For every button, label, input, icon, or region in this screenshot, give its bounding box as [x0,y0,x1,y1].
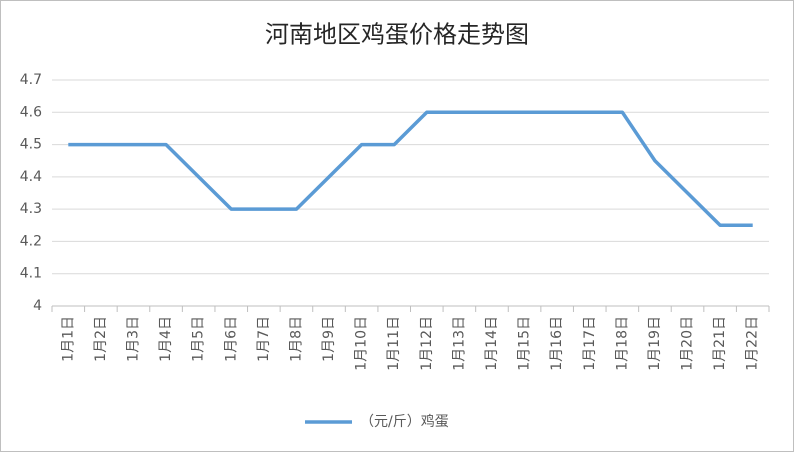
y-tick-label: 4 [33,298,42,314]
x-tick-label: 1月20日 [680,316,696,371]
x-tick-label: 1月18日 [614,316,630,371]
x-tick-label: 1月5日 [191,316,207,362]
x-tick-label: 1月17日 [582,316,598,371]
x-tick-label: 1月13日 [451,316,467,371]
y-tick-label: 4.6 [20,104,42,120]
x-tick-label: 1月2日 [93,316,109,362]
y-tick-label: 4.2 [20,233,42,249]
x-tick-label: 1月1日 [60,316,76,362]
x-tick-label: 1月10日 [354,316,370,371]
y-tick-label: 4.7 [20,72,42,88]
legend-label: （元/斤）鸡蛋 [360,413,449,430]
chart-title: 河南地区鸡蛋价格走势图 [265,21,529,49]
y-tick-label: 4.4 [20,169,42,185]
series-line [68,110,753,228]
x-tick-label: 1月9日 [321,316,337,362]
y-tick-label: 4.3 [20,201,42,217]
x-tick-label: 1月8日 [288,316,304,362]
x-tick-label: 1月15日 [517,316,533,371]
y-tick-label: 4.5 [20,137,42,153]
x-tick-label: 1月21日 [712,316,728,371]
x-tick-label: 1月14日 [484,316,500,371]
y-tick-label: 4.1 [20,266,42,282]
x-tick-label: 1月4日 [158,316,174,362]
x-tick-label: 1月12日 [419,316,435,371]
x-tick-label: 1月6日 [223,316,239,362]
x-tick-label: 1月16日 [549,316,565,371]
x-tick-label: 1月19日 [647,316,663,371]
x-tick-label: 1月11日 [386,316,402,371]
x-tick-label: 1月3日 [125,316,141,362]
x-tick-label: 1月7日 [256,316,272,362]
x-tick-label: 1月22日 [745,316,761,371]
